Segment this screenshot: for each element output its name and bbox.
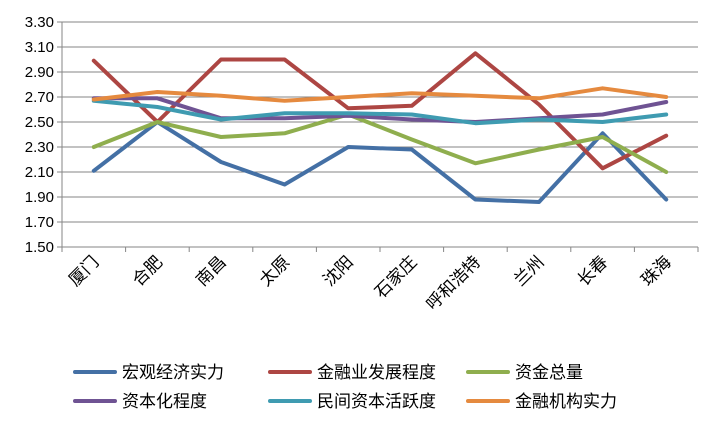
x-tick-labels: 厦门 合肥 南昌 太原 沈阳 石家庄 呼和浩特 兰州 长春 珠海 — [65, 252, 676, 314]
legend-label: 资本化程度 — [122, 392, 207, 412]
y-tick-label: 2.70 — [25, 89, 54, 106]
x-tick-label: 长春 — [574, 252, 612, 290]
legend-item: 宏观经济实力 — [73, 363, 224, 383]
x-tick-label: 合肥 — [129, 252, 167, 290]
legend-label: 资金总量 — [515, 363, 583, 383]
x-tick-label: 太原 — [256, 252, 294, 290]
legend-item: 资本化程度 — [73, 392, 207, 412]
y-tick-label: 1.90 — [25, 189, 54, 206]
y-tick-label: 1.50 — [25, 239, 54, 256]
x-tick-label: 珠海 — [638, 252, 676, 290]
series-lines — [91, 51, 669, 204]
series-line — [91, 98, 669, 126]
x-tick-label: 兰州 — [510, 252, 548, 290]
y-tick-label: 2.90 — [25, 64, 54, 81]
series-5 — [91, 98, 669, 126]
series-line — [91, 112, 669, 174]
legend-item: 金融机构实力 — [466, 392, 617, 412]
legend-label: 宏观经济实力 — [122, 363, 224, 383]
y-tick-label: 2.30 — [25, 139, 54, 156]
legend-label: 金融机构实力 — [515, 392, 617, 412]
series-line — [91, 120, 669, 204]
x-tick-label: 厦门 — [65, 252, 103, 290]
legend-item: 民间资本活跃度 — [268, 392, 436, 412]
series-line — [91, 86, 669, 103]
series-line — [91, 51, 669, 171]
axes — [61, 22, 698, 248]
y-tick-label: 2.50 — [25, 114, 54, 131]
y-tick-label: 3.10 — [25, 39, 54, 56]
x-tick-label: 石家庄 — [371, 252, 421, 302]
legend-label: 金融业发展程度 — [317, 363, 436, 383]
y-tick-label: 1.70 — [25, 214, 54, 231]
y-tick-label: 3.30 — [25, 14, 54, 31]
series-1 — [91, 120, 669, 204]
x-tick-label: 南昌 — [192, 252, 230, 290]
x-tick-label: 沈阳 — [320, 252, 358, 290]
series-6 — [91, 86, 669, 103]
legend-item: 金融业发展程度 — [268, 363, 436, 383]
y-tick-label: 2.10 — [25, 164, 54, 181]
legend-item: 资金总量 — [466, 363, 583, 383]
legend-label: 民间资本活跃度 — [317, 392, 436, 412]
x-tick-label: 呼和浩特 — [423, 252, 485, 314]
series-line — [91, 96, 669, 124]
y-tick-labels: 1.50 1.70 1.90 2.10 2.30 2.50 2.70 2.90 3.10 3.30 — [25, 14, 54, 256]
